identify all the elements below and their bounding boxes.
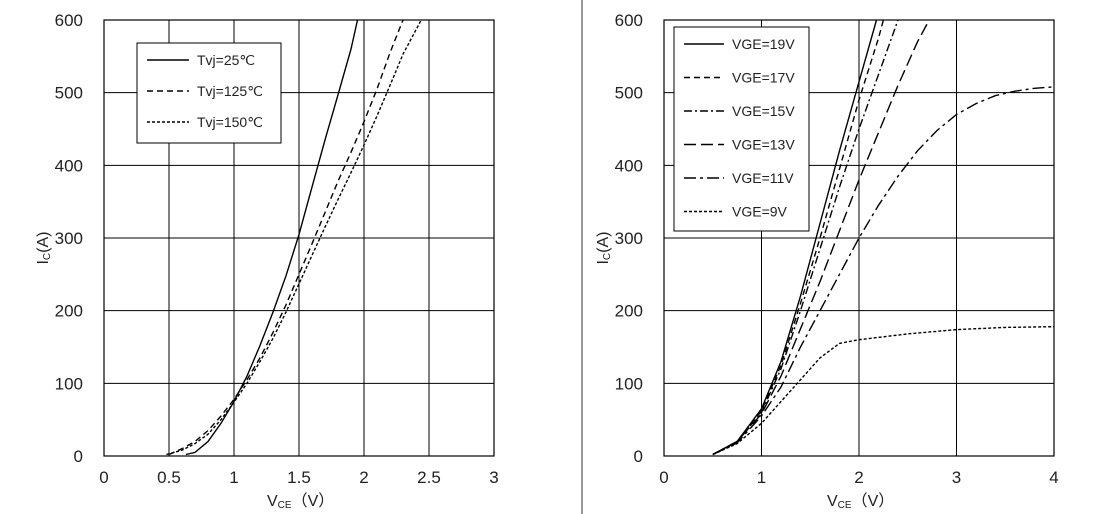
x-tick-label: 0.5 [157, 468, 181, 487]
plot-frame [663, 19, 1055, 457]
legend-box [136, 42, 282, 144]
y-axis-label-main: I [35, 260, 52, 264]
legend-label: VGE=13V [732, 137, 795, 153]
y-tick-label: 600 [55, 11, 83, 30]
series-line-tvj-25 [185, 20, 359, 456]
x-axis-label: VCE（V） [827, 492, 894, 511]
legend-label: Tvj=150℃ [197, 114, 263, 130]
x-axis-label-sub: CE [278, 500, 292, 511]
legend-label: VGE=11V [732, 170, 794, 186]
y-tick-label: 400 [615, 156, 643, 175]
x-tick-label: 0 [99, 468, 108, 487]
chart-collector-current-vs-gate-voltage: 0 1 2 3 4 0 100 200 300 400 500 600 VCE（V） IC(A) VGE=1… [595, 11, 1059, 511]
x-axis-label-main: V [267, 493, 278, 510]
legend-label: Tvj=125℃ [197, 83, 263, 99]
y-tick-label: 300 [55, 229, 83, 248]
y-axis-label-sub: C [42, 253, 53, 260]
y-tick-label: 100 [55, 374, 83, 393]
x-tick-label: 2.5 [417, 468, 441, 487]
series-line-vge-17v [712, 20, 885, 456]
x-tick-label: 3 [489, 468, 498, 487]
y-tick-label: 200 [615, 302, 643, 321]
x-axis-label-unit: （V） [852, 492, 895, 510]
legend-label: Tvj=25℃ [197, 52, 255, 68]
x-tick-label: 1 [757, 468, 766, 487]
legend-box [673, 26, 810, 232]
legend-label: VGE=9V [732, 204, 788, 220]
series-line-tvj-150 [166, 20, 422, 456]
y-axis-label: IC(A) [595, 231, 613, 264]
legend-label: VGE=19V [732, 36, 795, 52]
x-tick-label: 3 [952, 468, 961, 487]
x-axis-label-main: V [827, 493, 838, 510]
y-tick-label: 500 [55, 84, 83, 103]
x-tick-label: 1.5 [287, 468, 311, 487]
legend-label: VGE=15V [732, 103, 795, 119]
y-tick-label: 200 [55, 302, 83, 321]
x-tick-label: 2 [854, 468, 863, 487]
legend-label: VGE=17V [732, 70, 795, 86]
x-tick-label: 0 [659, 468, 668, 487]
series-line-vge-11v [712, 86, 1054, 456]
x-tick-label: 4 [1049, 468, 1058, 487]
y-axis-label-sub: C [602, 253, 613, 260]
y-axis-label-main: I [595, 260, 612, 264]
y-axis-label-unit: (A) [595, 231, 612, 252]
x-tick-label: 2 [359, 468, 368, 487]
y-axis-label: IC(A) [35, 231, 53, 264]
y-tick-label: 100 [615, 374, 643, 393]
y-tick-label: 600 [615, 11, 643, 30]
y-tick-label: 500 [615, 84, 643, 103]
y-tick-label: 400 [55, 156, 83, 175]
series-line-vge-13v [712, 20, 930, 456]
y-tick-label: 300 [615, 229, 643, 248]
y-tick-label: 0 [74, 447, 83, 466]
x-tick-label: 1 [229, 468, 238, 487]
y-axis-label-unit: (A) [35, 231, 52, 252]
chart-collector-current-vs-temperature: 0 0.5 1 1.5 2 2.5 30100200300400500600VCE（V）IC… [35, 11, 499, 511]
plot-frame [103, 19, 495, 457]
x-axis-label-unit: （V） [292, 492, 335, 510]
y-tick-label: 0 [634, 447, 643, 466]
series-line-tvj-125 [168, 20, 404, 456]
series-line-vge-9v [712, 326, 1054, 456]
x-axis-label: VCE（V） [267, 492, 334, 511]
x-axis-label-sub: CE [838, 500, 852, 511]
